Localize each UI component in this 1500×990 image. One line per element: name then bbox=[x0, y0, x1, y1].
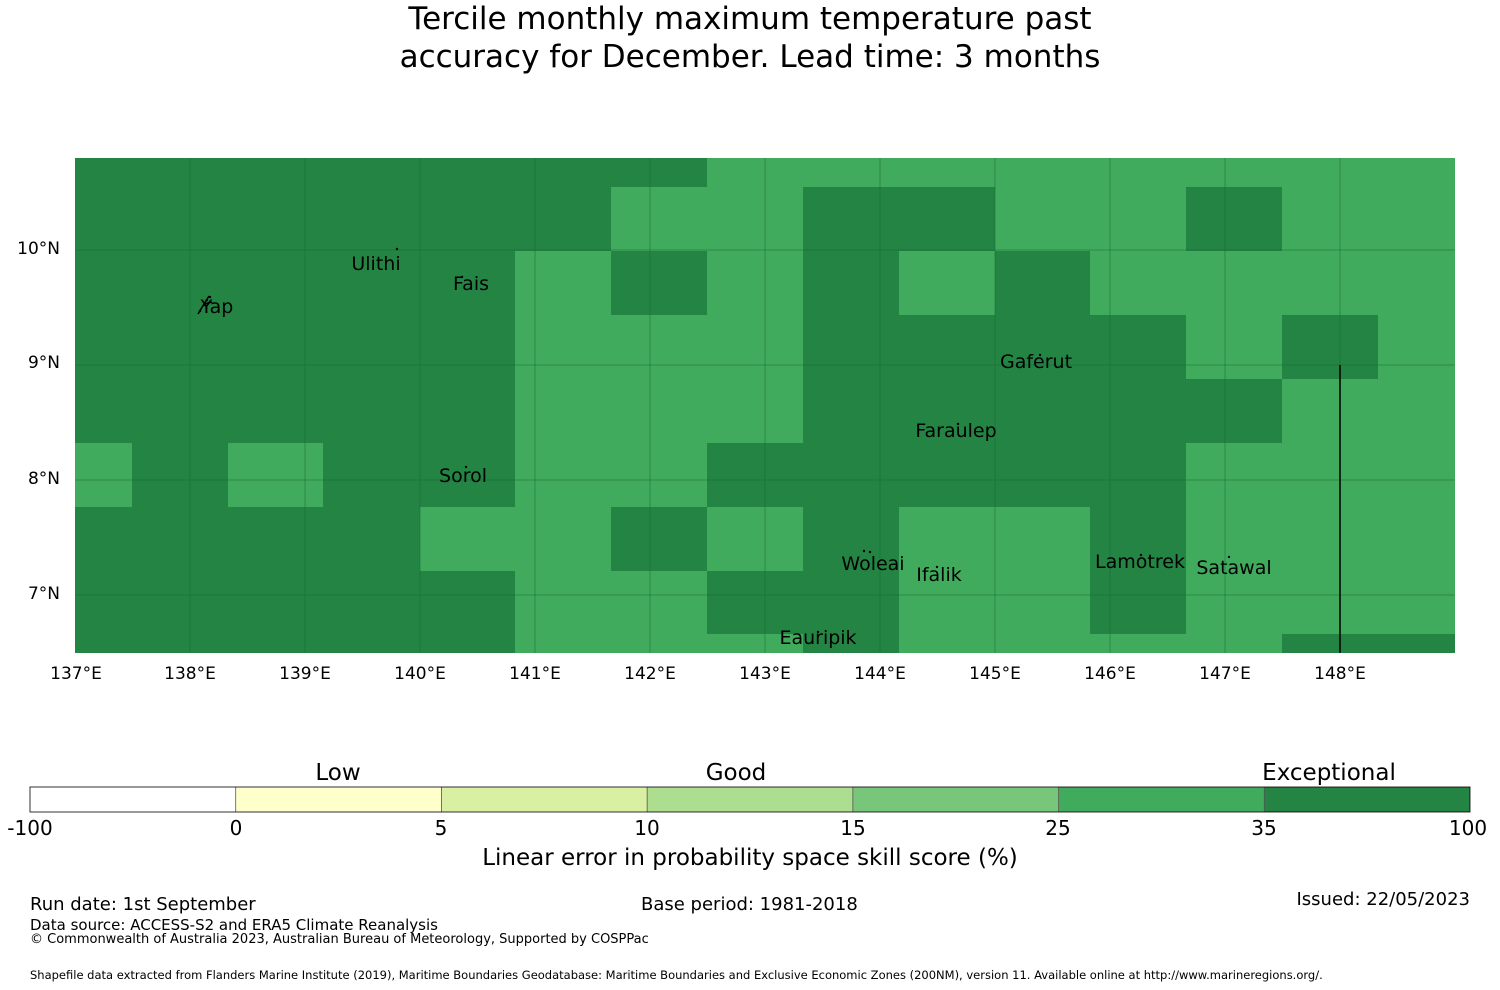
colorbar-frame bbox=[29, 786, 1471, 813]
lon-label-143e: 143°E bbox=[739, 664, 791, 684]
colorbar-title: Linear error in probability space skill … bbox=[482, 845, 1018, 871]
skill-cell-exceptional bbox=[75, 251, 515, 443]
skill-map bbox=[75, 158, 1455, 653]
yap-island-shape bbox=[197, 295, 213, 315]
colorbar-swatch bbox=[441, 787, 648, 812]
shapefile-credit: Shapefile data extracted from Flanders M… bbox=[30, 968, 1323, 982]
colorbar-tick: 15 bbox=[840, 816, 866, 840]
skill-cell-exceptional bbox=[611, 507, 707, 571]
skill-cell-exceptional bbox=[611, 251, 707, 315]
title-line-1: Tercile monthly maximum temperature past bbox=[408, 1, 1092, 37]
colorbar-tick: 25 bbox=[1045, 816, 1071, 840]
island-marker bbox=[956, 422, 960, 426]
place-label-gaferut: Gaferut bbox=[999, 351, 1073, 373]
place-label-faraulep: Faraulep bbox=[915, 420, 997, 442]
skill-cell-good bbox=[75, 443, 132, 507]
colorbar-swatch bbox=[1058, 787, 1265, 812]
colorbar-category-low: Low bbox=[315, 760, 361, 786]
skill-cell-exceptional bbox=[1090, 507, 1186, 634]
skill-cell-good bbox=[707, 507, 803, 571]
lon-label-140e: 140°E bbox=[394, 664, 446, 684]
lon-label-137e: 137°E bbox=[50, 664, 102, 684]
colorbar-tick: 100 bbox=[1448, 816, 1488, 840]
skill-cell-exceptional bbox=[707, 571, 803, 634]
skill-cell-exceptional bbox=[75, 507, 420, 571]
lon-label-142e: 142°E bbox=[624, 664, 676, 684]
place-label-eauripik: Eauripik bbox=[779, 627, 857, 649]
colorbar-swatch bbox=[852, 787, 1059, 812]
place-label-satawal: Satawal bbox=[1196, 557, 1272, 579]
data-source: Data source: ACCESS-S2 and ERA5 Climate … bbox=[30, 916, 438, 934]
skill-cell-exceptional bbox=[1282, 315, 1378, 379]
skill-cell-exceptional bbox=[995, 251, 1090, 315]
island-marker bbox=[1227, 555, 1231, 559]
place-label-ulithi: Ulithi bbox=[351, 253, 401, 275]
skill-cell-exceptional bbox=[803, 507, 899, 653]
skill-cell-exceptional bbox=[75, 158, 707, 251]
lat-label-9n: 9°N bbox=[27, 353, 60, 373]
island-marker bbox=[1139, 553, 1143, 557]
skill-cell-exceptional bbox=[1186, 187, 1282, 251]
skill-cell-exceptional bbox=[75, 571, 515, 653]
lon-label-144e: 144°E bbox=[854, 664, 906, 684]
title-line-2: accuracy for December. Lead time: 3 mont… bbox=[399, 39, 1101, 75]
skill-cell-good bbox=[899, 251, 995, 315]
lat-label-10n: 10°N bbox=[17, 239, 60, 259]
skill-cell-exceptional bbox=[1186, 379, 1282, 443]
place-label-ifalik: Ifalik bbox=[916, 564, 962, 586]
place-label-lamotrek: Lamotrek bbox=[1095, 551, 1185, 573]
island-marker bbox=[868, 550, 872, 554]
island-marker bbox=[816, 630, 820, 634]
island-marker bbox=[1038, 353, 1042, 357]
colorbar-tick: 0 bbox=[229, 816, 243, 840]
place-label-sorol: Sorol bbox=[439, 465, 487, 487]
colorbar-category-exceptional: Exceptional bbox=[1262, 760, 1396, 786]
map-title: Tercile monthly maximum temperature past… bbox=[0, 0, 1500, 76]
colorbar-tick: -100 bbox=[7, 816, 53, 840]
colorbar-tick: 10 bbox=[634, 816, 660, 840]
place-label-yap: Yap bbox=[200, 296, 234, 318]
island-marker bbox=[862, 549, 866, 553]
lon-label-141e: 141°E bbox=[509, 664, 561, 684]
lat-label-7n: 7°N bbox=[27, 584, 60, 604]
lat-label-8n: 8°N bbox=[27, 469, 60, 489]
place-label-fais: Fais bbox=[452, 273, 490, 295]
colorbar-swatch bbox=[235, 787, 442, 812]
copyright: © Commonwealth of Australia 2023, Austra… bbox=[30, 932, 649, 947]
base-period: Base period: 1981-2018 bbox=[641, 894, 858, 915]
skill-cell-exceptional bbox=[1282, 634, 1455, 653]
colorbar-tick: 35 bbox=[1251, 816, 1277, 840]
colorbar-swatch bbox=[30, 787, 236, 812]
skill-cell-exceptional bbox=[323, 443, 515, 507]
lon-label-148e: 148°E bbox=[1314, 664, 1366, 684]
colorbar-tick: 5 bbox=[434, 816, 448, 840]
skill-cell-good bbox=[611, 187, 803, 251]
lon-label-146e: 146°E bbox=[1084, 664, 1136, 684]
issued-date: Issued: 22/05/2023 bbox=[1296, 889, 1470, 910]
island-marker bbox=[460, 275, 464, 279]
lon-label-139e: 139°E bbox=[279, 664, 331, 684]
skill-cell-exceptional bbox=[132, 443, 228, 507]
island-marker bbox=[395, 247, 399, 251]
colorbar-swatch bbox=[1264, 787, 1470, 812]
island-marker bbox=[464, 465, 468, 469]
colorbar-swatch bbox=[647, 787, 853, 812]
skill-cell-good bbox=[420, 507, 515, 571]
skill-cell-good bbox=[228, 443, 323, 507]
lon-label-147e: 147°E bbox=[1199, 664, 1251, 684]
colorbar-category-good: Good bbox=[705, 760, 767, 786]
run-date: Run date: 1st September bbox=[30, 894, 256, 915]
lon-label-145e: 145°E bbox=[969, 664, 1021, 684]
place-label-woleai: Woleai bbox=[841, 553, 905, 575]
island-marker bbox=[935, 565, 939, 569]
skill-cell-exceptional bbox=[707, 443, 1186, 507]
lon-label-138e: 138°E bbox=[164, 664, 216, 684]
